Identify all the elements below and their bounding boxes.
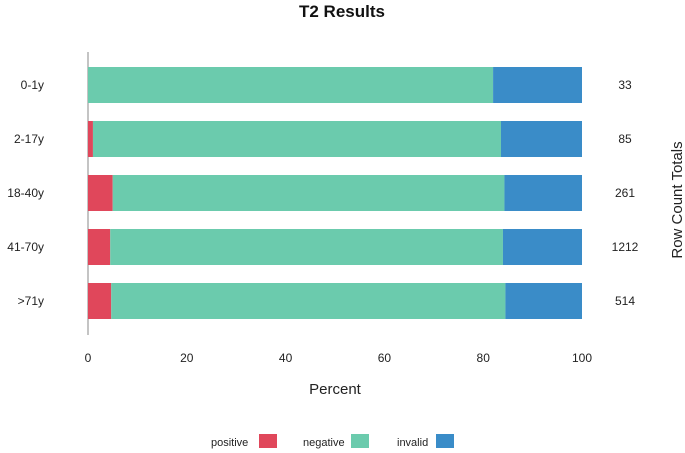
legend-label-positive: positive: [211, 437, 248, 449]
x-tick-label: 40: [279, 351, 293, 365]
legend-label-negative: negative: [303, 437, 345, 449]
bar-positive-4: [88, 283, 112, 319]
x-tick-labels: 0 20 40 60 80 100: [85, 351, 593, 365]
x-tick-label: 0: [85, 351, 92, 365]
bar-negative-2: [112, 175, 505, 211]
bar-negative-1: [92, 121, 501, 157]
bar-invalid-2: [504, 175, 582, 211]
bar-positive-2: [88, 175, 113, 211]
y2-axis-title: Row Count Totals: [669, 141, 685, 258]
bar-positive-1: [88, 121, 93, 157]
y-tick-label: 0-1y: [21, 78, 44, 92]
y-tick-label: >71y: [18, 294, 44, 308]
y-tick-label: 2-17y: [14, 132, 44, 146]
y-tick-label: 18-40y: [7, 186, 44, 200]
chart-title: T2 Results: [299, 2, 385, 21]
legend: positive negative invalid: [211, 434, 454, 449]
x-tick-label: 60: [378, 351, 392, 365]
bar-invalid-3: [502, 229, 582, 265]
x-tick-label: 20: [180, 351, 194, 365]
row-total-label: 1212: [612, 240, 639, 254]
x-tick-label: 100: [572, 351, 592, 365]
row-total-label: 33: [618, 78, 632, 92]
legend-swatch-positive: [259, 434, 277, 448]
bar-invalid-1: [500, 121, 582, 157]
row-total-label: 261: [615, 186, 635, 200]
bars-group: [88, 67, 582, 319]
row-total-label: 85: [618, 132, 632, 146]
y-tick-label: 41-70y: [7, 240, 44, 254]
legend-swatch-invalid: [436, 434, 454, 448]
bar-negative-3: [110, 229, 503, 265]
bar-negative-0: [88, 67, 494, 103]
x-axis-title: Percent: [309, 381, 362, 398]
bar-positive-3: [88, 229, 111, 265]
row-total-label: 514: [615, 294, 635, 308]
bar-invalid-4: [505, 283, 582, 319]
bar-invalid-0: [493, 67, 582, 103]
legend-label-invalid: invalid: [397, 437, 428, 449]
x-tick-label: 80: [477, 351, 491, 365]
y-tick-labels: 0-1y 2-17y 18-40y 41-70y >71y: [7, 78, 44, 308]
legend-swatch-negative: [351, 434, 369, 448]
bar-negative-4: [111, 283, 506, 319]
row-totals: 33 85 261 1212 514: [612, 78, 639, 308]
